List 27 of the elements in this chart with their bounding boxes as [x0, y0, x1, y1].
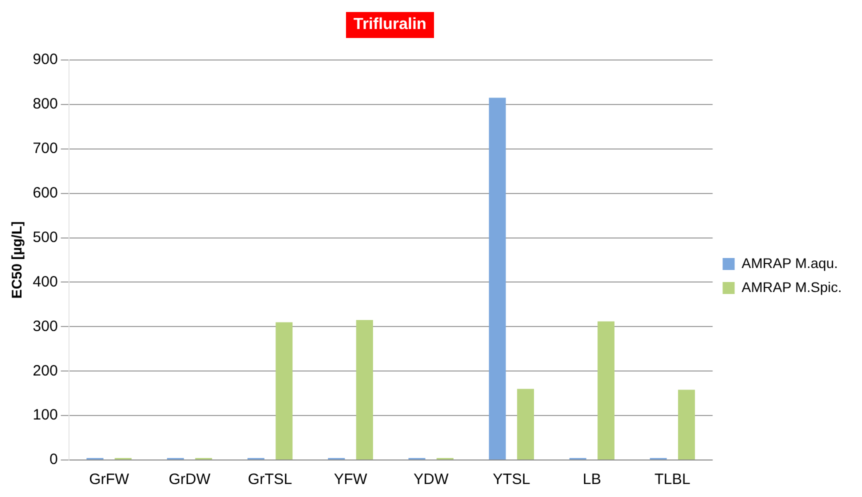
bar	[598, 321, 614, 460]
y-axis-title: EC50 [µg/L]	[8, 221, 24, 299]
y-tick-label: 200	[32, 362, 58, 380]
y-tick-label: 400	[32, 273, 58, 290]
y-tick-label: 600	[32, 184, 58, 202]
y-tick-label: 300	[32, 318, 58, 335]
x-tick-label: YFW	[334, 471, 368, 488]
x-tick-label: TLBL	[654, 471, 690, 488]
x-tick-label: YDW	[413, 471, 450, 488]
chart-title: Trifluralin	[346, 12, 434, 38]
bar	[356, 320, 374, 460]
y-tick-label: 700	[32, 140, 58, 158]
y-tick-label: 800	[32, 96, 58, 113]
bar	[678, 390, 695, 460]
y-tick-label: 0	[49, 451, 58, 468]
bar	[276, 322, 293, 460]
y-tick-label: 100	[32, 406, 58, 424]
y-tick-label: 900	[32, 51, 58, 68]
legend-label: AMRAP M.aqu.	[742, 254, 838, 271]
bar	[517, 388, 534, 460]
legend-label: AMRAP M.Spic.	[742, 278, 842, 295]
x-tick-label: LB	[582, 471, 602, 488]
x-tick-label: YTSL	[492, 471, 530, 488]
y-tick-label: 500	[32, 228, 58, 246]
x-tick-label: GrTSL	[248, 471, 292, 488]
x-tick-label: GrFW	[89, 471, 130, 488]
x-tick-label: GrDW	[168, 471, 212, 488]
